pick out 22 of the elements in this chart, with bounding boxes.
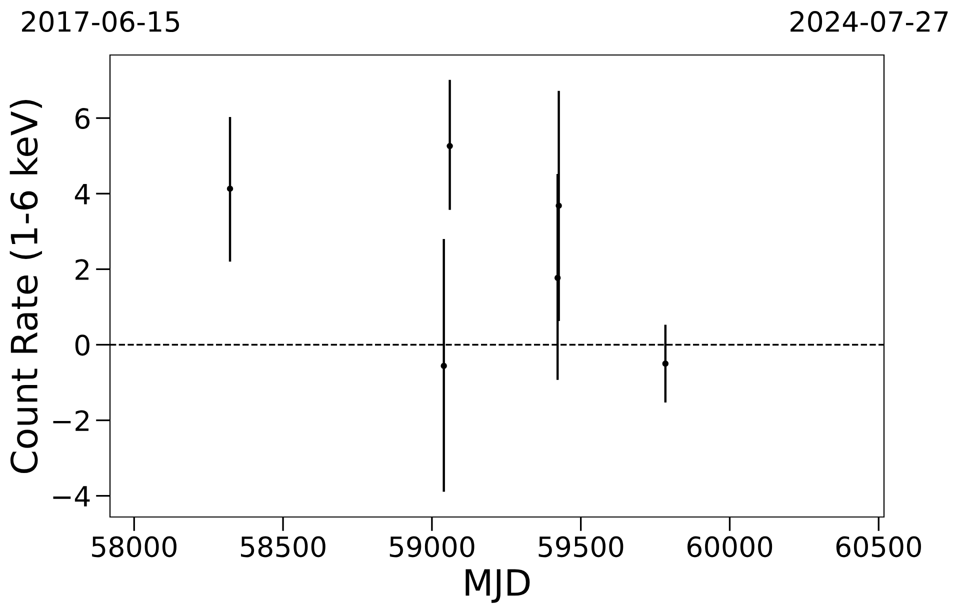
point	[446, 142, 453, 150]
x-tick-label: 58500	[240, 536, 326, 558]
x-tick-label: 58000	[92, 536, 176, 558]
text: 2024-07-27	[790, 11, 948, 32]
y-tick-label: 6	[76, 108, 90, 130]
x-tick-label: 59500	[538, 536, 624, 558]
x-tick-label: 60000	[687, 536, 772, 558]
y-tick-label: 2	[76, 259, 88, 280]
y-axis-title: Count Rate (1-6 keV)	[10, 100, 42, 474]
x-axis-title: MJD	[466, 569, 530, 603]
text: 2017-06-15	[22, 11, 180, 32]
y-tick-label: −2	[53, 410, 88, 431]
point	[440, 362, 447, 370]
point	[556, 202, 562, 209]
point	[226, 186, 234, 192]
point	[662, 360, 669, 367]
x-tick-label: 59000	[390, 536, 474, 558]
y-tick-label: 4	[74, 184, 90, 204]
y-tick-label: 0	[75, 334, 90, 356]
x-tick-label: 60500	[836, 536, 921, 558]
point	[554, 274, 561, 282]
y-tick-label: −4	[53, 486, 90, 506]
